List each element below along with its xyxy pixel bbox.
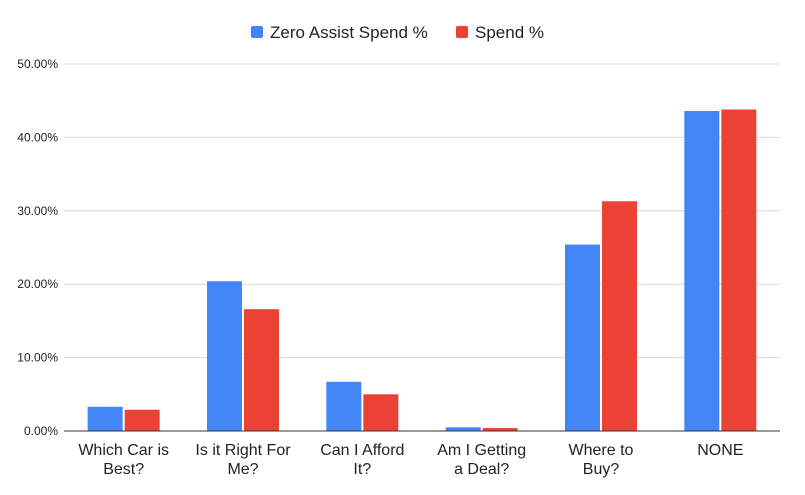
bar-zero-assist-spend-3	[445, 427, 481, 431]
x-tick-label: Which Car is	[78, 442, 169, 459]
bar-spend-1	[244, 309, 279, 431]
bar-spend-0	[124, 409, 160, 431]
x-tick-label: Am I Getting	[437, 442, 526, 459]
x-tick-label: a Deal?	[454, 461, 509, 478]
x-tick-label: Best?	[103, 461, 144, 478]
bar-zero-assist-spend-2	[326, 381, 362, 431]
y-tick-label: 30.00%	[17, 204, 58, 218]
x-tick-label: NONE	[697, 442, 743, 459]
legend: Zero Assist Spend % Spend %	[251, 23, 544, 42]
bar-spend-2	[363, 394, 399, 431]
x-tick-label: It?	[353, 461, 371, 478]
bar-zero-assist-spend-4	[565, 244, 600, 431]
legend-swatch	[251, 26, 263, 38]
bar-spend-4	[602, 201, 637, 431]
legend-label: Zero Assist Spend %	[270, 23, 428, 42]
bar-spend-5	[721, 109, 757, 432]
x-tick-label: Me?	[227, 461, 258, 478]
y-tick-label: 50.00%	[17, 57, 58, 71]
x-tick-label: Buy?	[583, 461, 620, 478]
bar-zero-assist-spend-1	[207, 281, 242, 431]
y-axis-ticks: 0.00% 10.00% 20.00% 30.00% 40.00% 50.00%	[17, 57, 58, 438]
x-axis-labels: Which Car is Best? Is it Right For Me? Can I…	[78, 442, 743, 478]
bar-spend-3	[482, 428, 518, 431]
bar-zero-assist-spend-0	[87, 406, 123, 431]
x-tick-label: Is it Right For	[195, 442, 291, 459]
x-tick-label: Where to	[569, 442, 634, 459]
legend-label: Spend %	[475, 23, 544, 42]
y-tick-label: 20.00%	[17, 277, 58, 291]
y-tick-label: 10.00%	[17, 351, 58, 365]
x-tick-label: Can I Afford	[320, 442, 404, 459]
bars	[87, 109, 757, 432]
bar-zero-assist-spend-5	[684, 110, 720, 431]
legend-swatch	[456, 26, 468, 38]
gridlines	[64, 63, 780, 359]
y-tick-label: 0.00%	[24, 424, 58, 438]
y-tick-label: 40.00%	[17, 130, 58, 144]
